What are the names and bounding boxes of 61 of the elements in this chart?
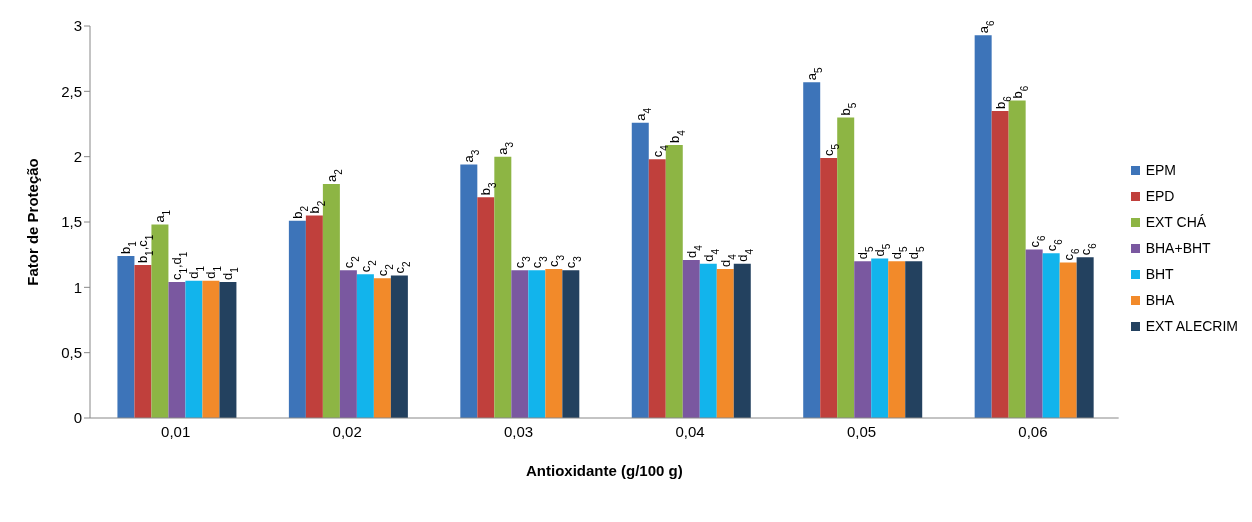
bar xyxy=(1042,253,1060,418)
bar xyxy=(202,280,220,418)
bar xyxy=(682,259,700,418)
bar xyxy=(185,280,203,418)
bar xyxy=(339,270,357,418)
bar xyxy=(134,265,152,418)
bar xyxy=(1076,257,1094,418)
bar xyxy=(477,197,495,418)
bar xyxy=(562,270,580,418)
bar xyxy=(390,275,408,418)
bar xyxy=(803,82,821,418)
x-tick-label: 0,05 xyxy=(846,422,877,440)
legend-label: BHA+BHT xyxy=(1145,240,1211,256)
y-tick-label: 2 xyxy=(73,147,82,165)
bar xyxy=(699,263,717,418)
bar xyxy=(151,224,169,418)
bar xyxy=(905,261,923,418)
bar xyxy=(854,261,872,418)
x-tick-label: 0,06 xyxy=(1018,422,1048,440)
x-tick-label: 0,03 xyxy=(504,422,534,440)
x-axis-title: Antioxidante (g/100 g) xyxy=(525,462,683,479)
bar xyxy=(648,159,666,418)
legend-label: EXT ALECRIM xyxy=(1145,318,1238,334)
y-axis-title: Fator de Proteção xyxy=(24,158,42,286)
bar xyxy=(991,110,1009,418)
bar xyxy=(168,282,186,418)
bar xyxy=(356,274,374,418)
bar xyxy=(528,270,546,418)
bar xyxy=(974,35,992,418)
bar xyxy=(837,117,855,418)
bar xyxy=(494,156,512,418)
bar xyxy=(219,282,237,418)
bar xyxy=(871,258,889,418)
bar xyxy=(1025,249,1043,418)
legend-label: EXT CHÁ xyxy=(1145,214,1207,230)
y-tick-label: 1,5 xyxy=(61,213,82,231)
bar xyxy=(373,278,391,418)
y-tick-label: 2,5 xyxy=(61,82,82,100)
bar xyxy=(117,255,135,418)
bar xyxy=(511,270,529,418)
bar xyxy=(305,215,323,418)
legend-label: BHA xyxy=(1145,292,1175,308)
y-tick-label: 0 xyxy=(73,409,82,427)
x-tick-label: 0,04 xyxy=(675,422,705,440)
bar xyxy=(460,164,478,418)
x-tick-label: 0,01 xyxy=(161,422,191,440)
bar xyxy=(631,122,649,418)
bar xyxy=(545,269,563,418)
bar xyxy=(820,157,838,418)
bar xyxy=(733,263,751,418)
bar xyxy=(1059,262,1077,418)
bar xyxy=(888,261,906,418)
y-tick-label: 3 xyxy=(73,17,82,35)
y-tick-label: 0,5 xyxy=(61,343,82,361)
bar xyxy=(288,220,306,418)
legend-label: BHT xyxy=(1145,266,1174,282)
bar xyxy=(716,269,734,418)
x-tick-label: 0,02 xyxy=(332,422,362,440)
legend-label: EPD xyxy=(1145,188,1175,204)
y-tick-label: 1 xyxy=(73,278,82,296)
legend-label: EPM xyxy=(1145,162,1177,178)
